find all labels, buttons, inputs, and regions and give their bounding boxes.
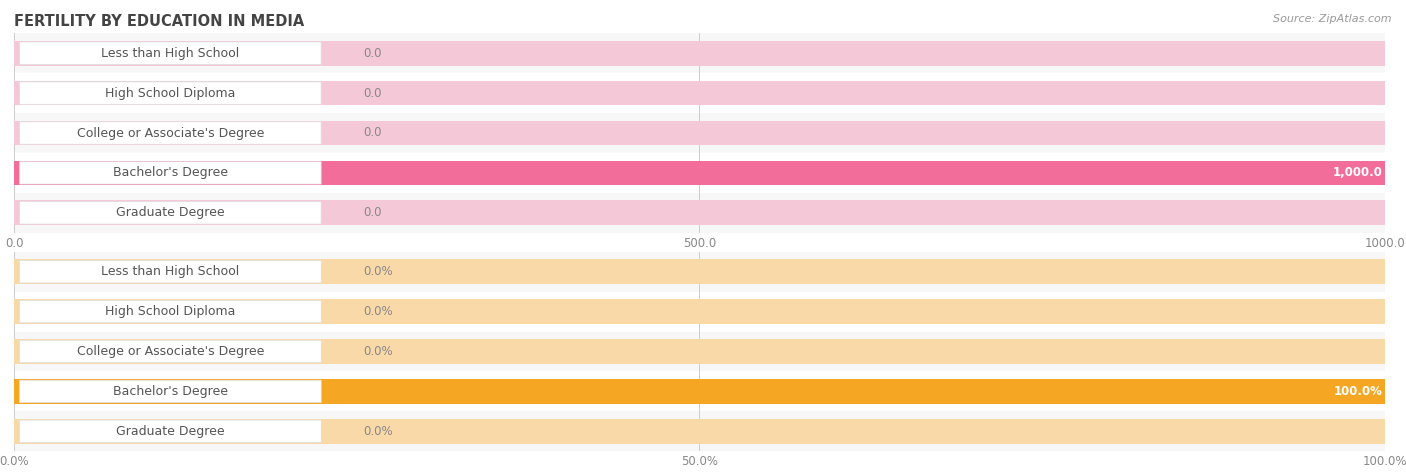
Text: College or Associate's Degree: College or Associate's Degree (77, 345, 264, 358)
Bar (14, 41, 1385, 66)
Bar (14, 252, 1385, 292)
Bar (14, 81, 1385, 105)
Text: 100.0%: 100.0% (1333, 385, 1382, 398)
Text: Source: ZipAtlas.com: Source: ZipAtlas.com (1274, 14, 1392, 24)
FancyBboxPatch shape (20, 380, 321, 403)
FancyBboxPatch shape (20, 42, 321, 65)
Bar (14, 339, 1385, 364)
FancyBboxPatch shape (20, 82, 321, 104)
Bar (14, 121, 1385, 145)
Text: 1,000.0: 1,000.0 (1333, 166, 1382, 180)
Text: Graduate Degree: Graduate Degree (117, 425, 225, 438)
Text: 0.0: 0.0 (364, 47, 382, 60)
Text: Bachelor's Degree: Bachelor's Degree (112, 385, 228, 398)
Text: Less than High School: Less than High School (101, 265, 239, 278)
FancyBboxPatch shape (20, 122, 321, 144)
Bar (14, 153, 1385, 193)
Text: Less than High School: Less than High School (101, 47, 239, 60)
FancyBboxPatch shape (20, 420, 321, 443)
Bar (14, 259, 1385, 284)
Bar (14, 292, 1385, 332)
Text: High School Diploma: High School Diploma (105, 305, 236, 318)
FancyBboxPatch shape (20, 162, 321, 184)
Bar (14, 200, 1385, 225)
Bar (14, 33, 1385, 73)
Text: Graduate Degree: Graduate Degree (117, 206, 225, 219)
Text: Bachelor's Degree: Bachelor's Degree (112, 166, 228, 180)
Text: 0.0: 0.0 (364, 206, 382, 219)
Bar (14, 161, 1385, 185)
FancyBboxPatch shape (20, 340, 321, 363)
Bar (14, 332, 1385, 371)
Text: 0.0: 0.0 (364, 126, 382, 140)
Bar (14, 73, 1385, 113)
Bar (14, 193, 1385, 233)
Bar (14, 419, 1385, 444)
Text: High School Diploma: High School Diploma (105, 86, 236, 100)
Text: 0.0%: 0.0% (364, 265, 394, 278)
Text: 0.0%: 0.0% (364, 345, 394, 358)
Text: College or Associate's Degree: College or Associate's Degree (77, 126, 264, 140)
Bar (14, 411, 1385, 451)
Bar (14, 379, 1385, 404)
Text: 0.0%: 0.0% (364, 425, 394, 438)
FancyBboxPatch shape (20, 300, 321, 323)
Bar (14, 113, 1385, 153)
Text: 0.0: 0.0 (364, 86, 382, 100)
Text: 0.0%: 0.0% (364, 305, 394, 318)
FancyBboxPatch shape (20, 260, 321, 283)
Bar (14, 161, 1385, 185)
Bar (14, 371, 1385, 411)
Text: FERTILITY BY EDUCATION IN MEDIA: FERTILITY BY EDUCATION IN MEDIA (14, 14, 304, 29)
Bar (14, 299, 1385, 324)
FancyBboxPatch shape (20, 201, 321, 224)
Bar (14, 379, 1385, 404)
